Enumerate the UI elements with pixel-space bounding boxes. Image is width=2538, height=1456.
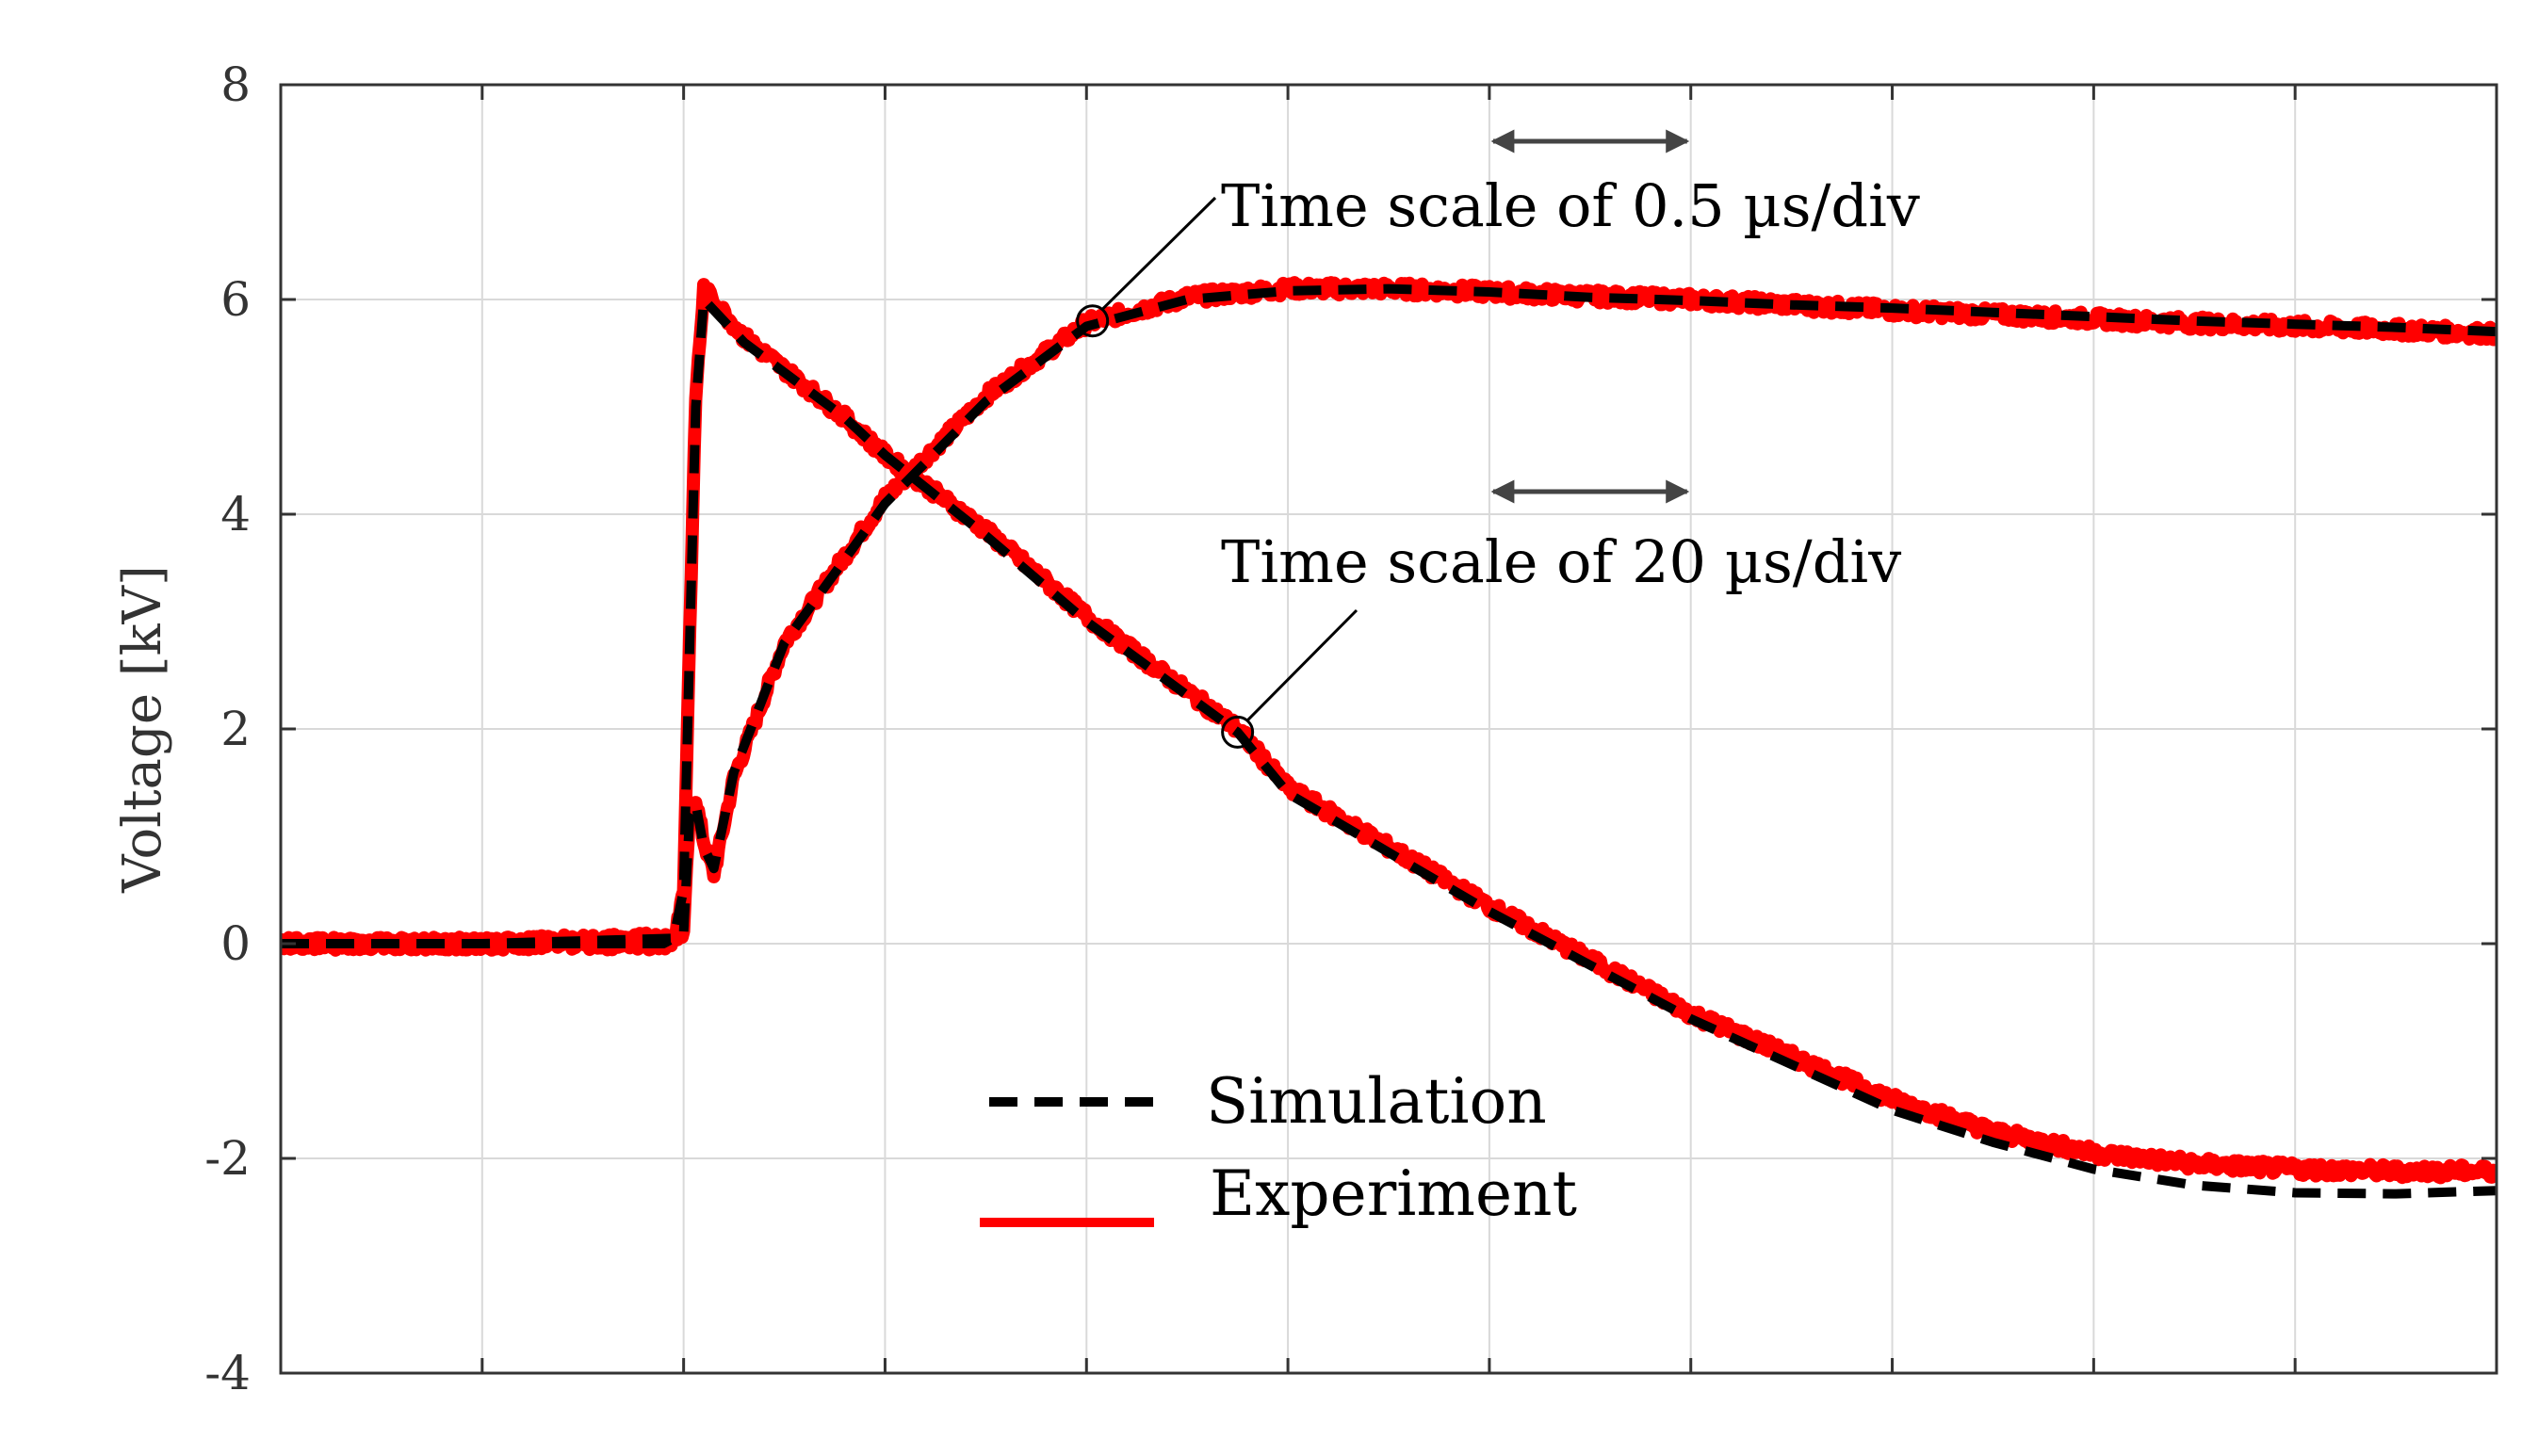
- y-axis-title: Voltage [kV]: [112, 565, 173, 894]
- y-tick-label-5: 6: [220, 272, 251, 327]
- axes: -4 -2 0 2 4 6 8 Voltage [kV]: [112, 57, 2498, 1400]
- annotation-0-5us-div: Time scale of 0.5 µs/div: [1221, 171, 1920, 240]
- y-tick-label-3: 2: [220, 702, 251, 756]
- annotation-20us-marker: [1221, 715, 1255, 749]
- legend-simulation-label: Simulation: [1206, 1065, 1547, 1138]
- legend-experiment-label: Experiment: [1210, 1157, 1577, 1230]
- y-tick-label-2: 0: [220, 916, 251, 971]
- legend: Simulation Experiment: [980, 1065, 1577, 1230]
- annotation-0-5us-leader: [1100, 196, 1217, 311]
- y-tick-label-6: 8: [220, 57, 251, 112]
- annotations: Time scale of 0.5 µs/div Time scale of 2…: [1076, 129, 1920, 749]
- y-tick-label-4: 4: [220, 487, 251, 542]
- experiment-curve-2: [281, 278, 2497, 1185]
- series-layer: [281, 276, 2497, 1199]
- y-tick-label-1: -2: [204, 1131, 251, 1186]
- annotation-20us-div: Time scale of 20 µs/div: [1221, 527, 1901, 596]
- annotation-0-5us-marker: [1076, 304, 1110, 338]
- simulation-curve-2: [281, 295, 2497, 1199]
- annotation-20us-leader: [1245, 608, 1358, 722]
- y-tick-label-0: -4: [204, 1346, 251, 1400]
